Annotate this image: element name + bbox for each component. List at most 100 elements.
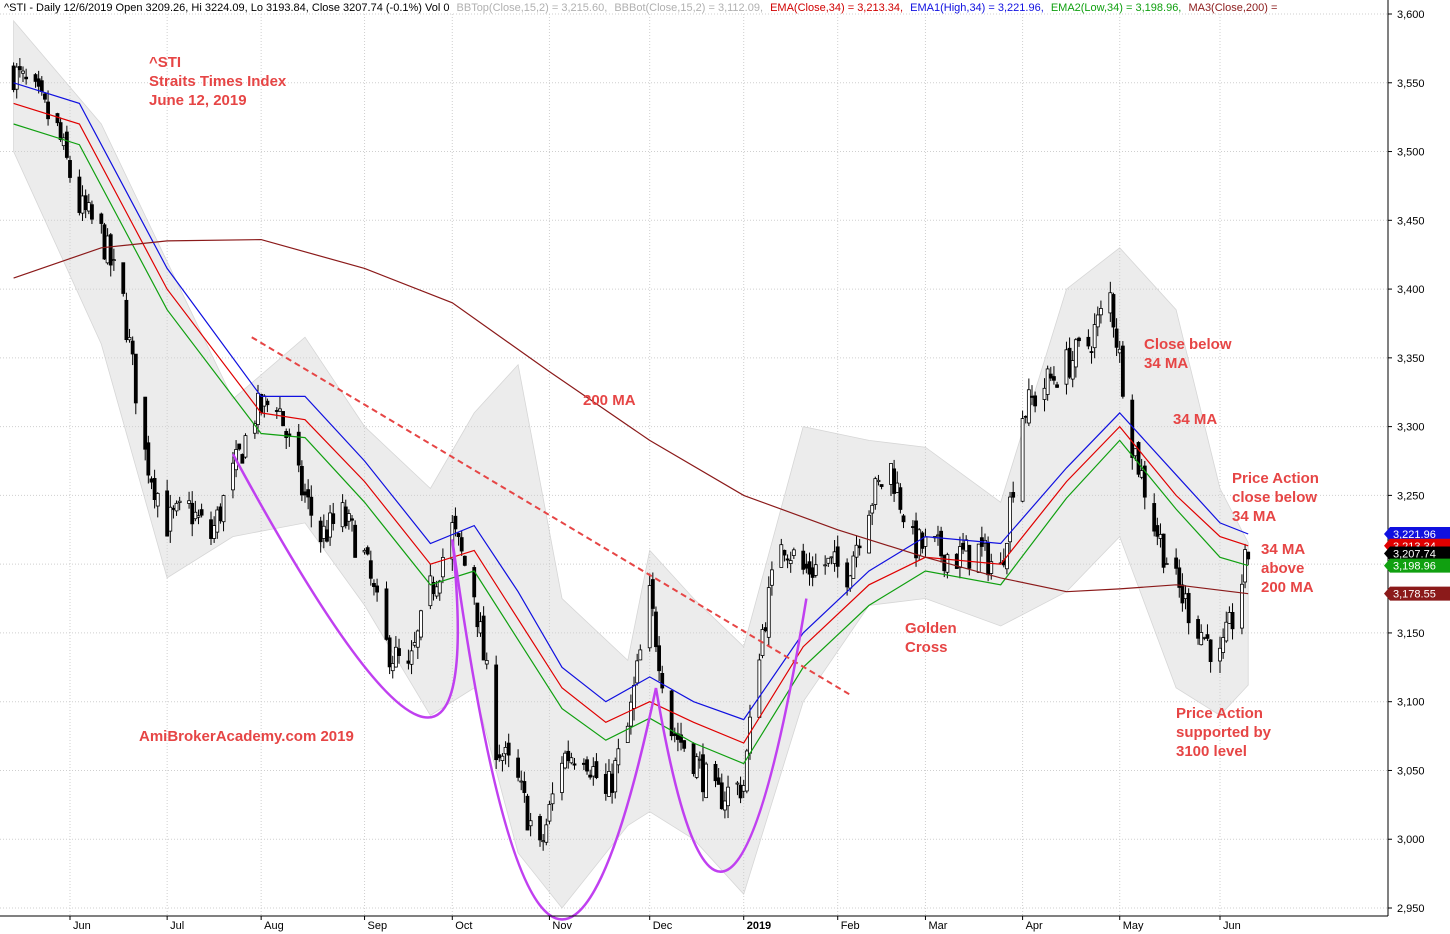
candle [1086, 329, 1091, 350]
candle [1077, 336, 1081, 347]
candle-body [857, 545, 862, 549]
candle-body [39, 80, 44, 93]
candle-body [146, 442, 151, 476]
candle-body [434, 586, 439, 597]
chart-header: ^STI - Daily 12/6/2019 Open 3209.26, Hi … [4, 1, 1281, 15]
title-date: June 12, 2019 [149, 92, 247, 109]
candle [694, 753, 699, 780]
header-ema: EMA(Close,34) = 3,213.34, [770, 2, 904, 14]
candle [409, 640, 414, 675]
candle [547, 800, 552, 825]
candle [525, 793, 530, 831]
candle-body [143, 396, 148, 450]
y-tick-label: 3,400 [1397, 284, 1425, 296]
candle [127, 328, 132, 343]
candle [892, 459, 897, 502]
price-badge: 3,207.74 [1384, 546, 1450, 561]
candle-body [64, 131, 69, 158]
candle-body [701, 754, 705, 793]
candle [309, 485, 314, 528]
golden-cross-label-2: Cross [905, 639, 948, 656]
candle-body [854, 544, 859, 558]
ma200-label: 200 MA [583, 392, 636, 409]
candle-body [967, 544, 972, 569]
candle [484, 652, 489, 670]
candle-body [1055, 384, 1059, 388]
candle [243, 433, 248, 459]
candle [713, 760, 718, 788]
candle-body [43, 93, 47, 100]
candle-body [986, 541, 991, 576]
y-tick-label: 3,600 [1397, 9, 1425, 21]
candle-body [462, 555, 467, 566]
candle-body [1070, 360, 1075, 380]
x-tick-label: May [1123, 920, 1144, 932]
candle [801, 543, 806, 575]
candle [1092, 313, 1097, 359]
candle [318, 516, 323, 553]
candle [854, 535, 859, 568]
candle [1011, 481, 1016, 503]
watermark: AmiBrokerAcademy.com 2019 [139, 728, 354, 745]
candle [237, 443, 242, 451]
golden-cross-label-1: Golden [905, 620, 957, 637]
candle [64, 125, 69, 160]
candle-body [1033, 395, 1038, 407]
candle-body [397, 648, 401, 656]
candle-body [1073, 339, 1078, 368]
x-tick-label: Aug [264, 920, 284, 932]
x-tick-label: 2019 [747, 920, 771, 932]
candle-body [807, 561, 812, 575]
candle-body [895, 482, 900, 493]
candle-body [1155, 525, 1160, 537]
candle [1120, 341, 1125, 399]
candle [1205, 624, 1210, 641]
pa-close-below-3: 34 MA [1232, 508, 1276, 525]
candle-body [1099, 308, 1103, 316]
candle-body [716, 777, 721, 785]
candle-body [1161, 533, 1166, 568]
candle [1095, 306, 1100, 337]
candle-body [412, 642, 417, 646]
x-tick-label: Sep [368, 920, 388, 932]
candle-body [964, 539, 969, 552]
candle-body [923, 536, 928, 547]
y-tick-label: 3,350 [1397, 353, 1425, 365]
candle [124, 292, 129, 343]
price-badge: 3,221.96 [1384, 526, 1450, 541]
candle [566, 740, 571, 769]
candle [522, 771, 527, 803]
candle-body [566, 750, 571, 762]
candle [146, 435, 151, 484]
candle-body [1164, 563, 1169, 565]
candle [462, 555, 467, 567]
candle [613, 757, 618, 799]
candle [240, 453, 245, 464]
candle [813, 553, 818, 578]
candle [174, 500, 179, 516]
candle [569, 752, 574, 765]
candle [766, 576, 771, 647]
candle-body [419, 610, 423, 638]
candle-body [835, 546, 840, 567]
candle [704, 761, 709, 799]
candle-body [1089, 351, 1094, 353]
candle-body [168, 506, 173, 532]
candle [939, 526, 944, 563]
candle-body [303, 491, 307, 496]
candle [33, 73, 38, 88]
candle-body [325, 529, 329, 542]
candle-body [375, 585, 379, 593]
x-tick-label: Dec [653, 920, 673, 932]
candle [867, 510, 871, 554]
candle [516, 749, 520, 782]
candle-body [770, 569, 774, 586]
candle-body [1111, 294, 1116, 328]
candle [550, 782, 555, 811]
ma34-label: 34 MA [1173, 411, 1217, 428]
candle-body [11, 65, 16, 91]
candle [328, 505, 332, 546]
candle-body [456, 533, 461, 538]
candle-body [669, 690, 674, 737]
candle [494, 655, 499, 769]
